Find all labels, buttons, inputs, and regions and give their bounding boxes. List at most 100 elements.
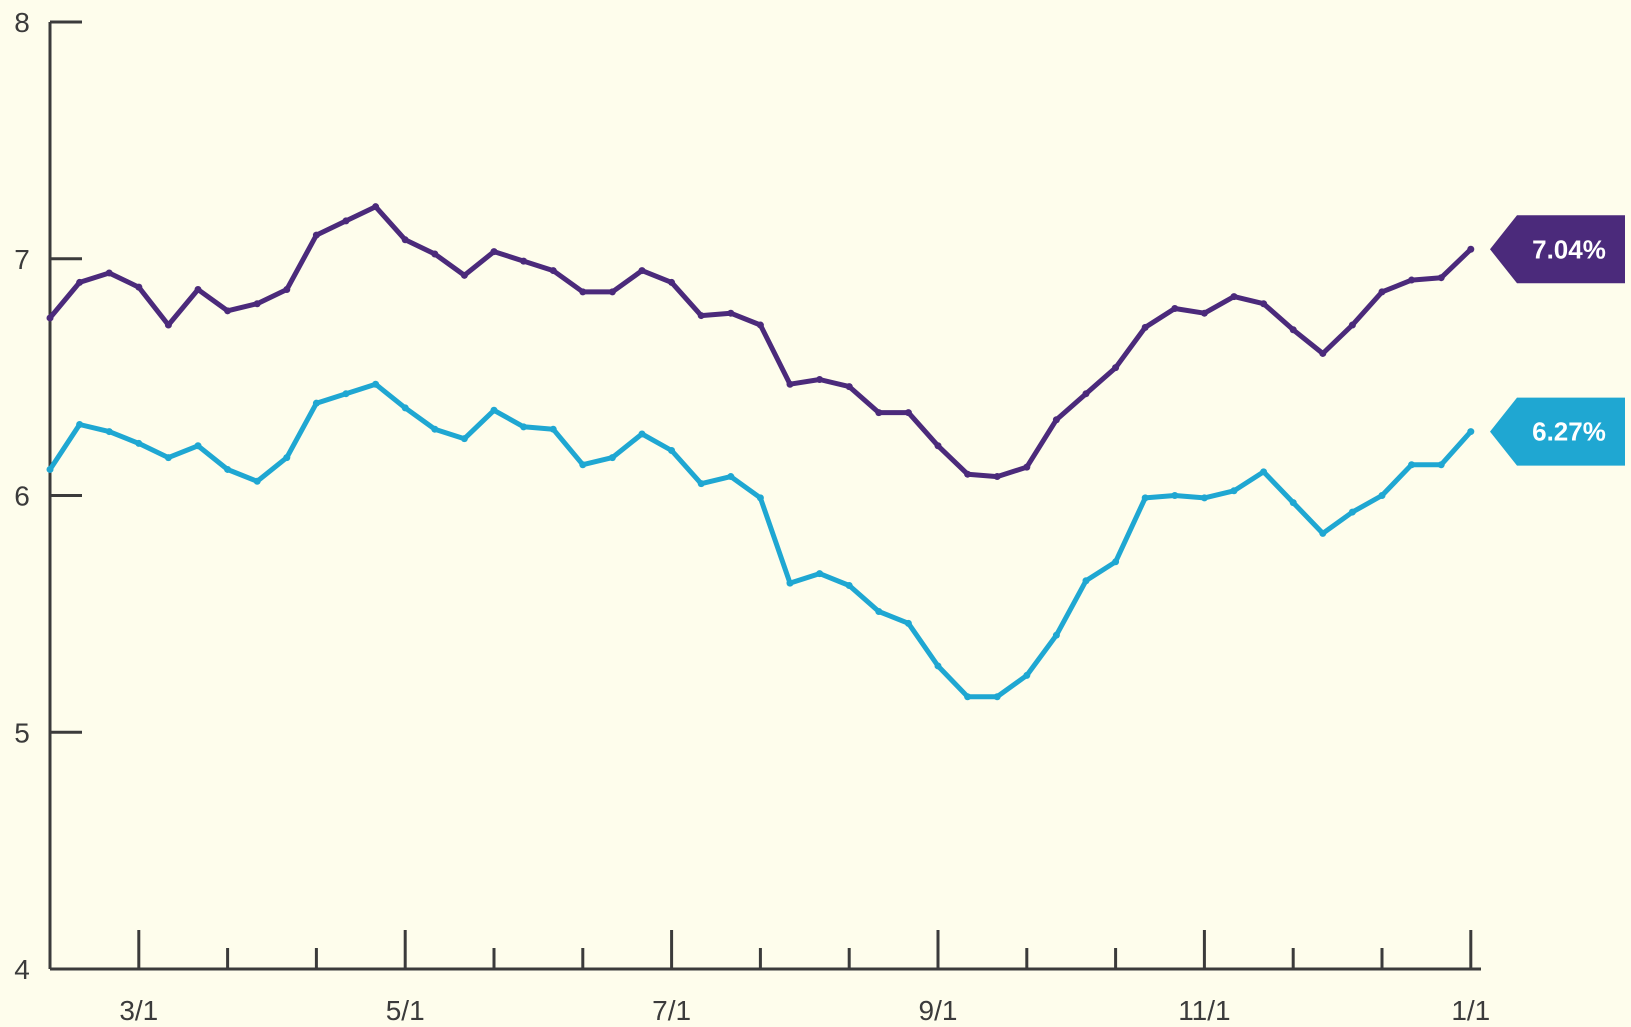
data-point (1467, 245, 1475, 253)
data-point (816, 570, 824, 578)
data-point (1052, 416, 1060, 424)
data-point (1408, 276, 1416, 284)
data-point (964, 470, 972, 478)
data-point (164, 321, 172, 329)
data-point (1112, 558, 1120, 566)
data-point (1200, 309, 1208, 317)
data-point (1023, 671, 1031, 679)
data-point (401, 404, 409, 412)
end-label-tag-1 (1490, 397, 1625, 466)
data-point (934, 662, 942, 670)
x-tick-label: 3/1 (119, 995, 158, 1026)
data-point (697, 312, 705, 320)
data-point (1141, 494, 1149, 502)
data-point (372, 380, 380, 388)
data-point (1260, 300, 1268, 308)
data-point (668, 447, 676, 455)
data-point (1082, 390, 1090, 398)
data-point (904, 409, 912, 417)
data-point (283, 454, 291, 462)
data-point (312, 399, 320, 407)
data-point (1200, 494, 1208, 502)
data-point (1289, 326, 1297, 334)
data-point (520, 423, 528, 431)
data-point (786, 579, 794, 587)
data-point (845, 581, 853, 589)
x-tick-label: 9/1 (919, 995, 958, 1026)
end-labels: 7.04% 6.27% (1490, 215, 1625, 466)
data-point (76, 420, 84, 428)
data-point (1052, 631, 1060, 639)
data-point (46, 314, 54, 322)
series-lines (46, 203, 1475, 701)
data-point (224, 307, 232, 315)
data-point (105, 269, 113, 277)
data-point (224, 465, 232, 473)
data-point (460, 435, 468, 443)
data-point (638, 430, 646, 438)
data-point (756, 494, 764, 502)
data-point (520, 257, 528, 265)
data-point (1437, 274, 1445, 282)
data-point (608, 454, 616, 462)
data-point (253, 300, 261, 308)
end-label-text-0: 7.04% (1532, 234, 1606, 264)
data-point (1378, 288, 1386, 296)
y-tick-label: 4 (14, 954, 30, 985)
data-point (1230, 487, 1238, 495)
data-point (579, 461, 587, 469)
data-point (283, 286, 291, 294)
data-point (697, 480, 705, 488)
data-point (638, 267, 646, 275)
data-point (756, 321, 764, 329)
data-point (135, 439, 143, 447)
y-tick-label: 5 (14, 717, 30, 748)
axes: 4 5 6 7 8 3/1 5/1 7/1 9/1 11/1 1/1 (14, 7, 1490, 1026)
series-line-0 (47, 204, 1474, 480)
data-point (1289, 499, 1297, 507)
data-point (1348, 321, 1356, 329)
data-point (1082, 577, 1090, 585)
data-point (993, 693, 1001, 701)
y-tick-label: 8 (14, 7, 30, 38)
x-tick-label: 11/1 (1178, 995, 1230, 1026)
data-point (549, 267, 557, 275)
data-point (490, 406, 498, 414)
data-point (549, 425, 557, 433)
data-point (76, 278, 84, 286)
data-point (1171, 304, 1179, 312)
data-point (253, 477, 261, 485)
data-point (1023, 463, 1031, 471)
data-point (1378, 492, 1386, 499)
data-point (135, 283, 143, 291)
data-point (845, 383, 853, 391)
data-point (194, 286, 202, 294)
data-point (401, 236, 409, 244)
x-tick-label: 5/1 (386, 995, 425, 1026)
data-point (105, 428, 113, 436)
data-point (1141, 323, 1149, 331)
data-point (1260, 468, 1268, 476)
data-point (1408, 461, 1416, 469)
data-point (579, 288, 587, 296)
data-point (875, 608, 883, 616)
data-point (342, 390, 350, 398)
data-point (342, 217, 350, 225)
data-point (904, 619, 912, 627)
data-point (1171, 492, 1179, 499)
x-tick-label: 1/1 (1451, 995, 1490, 1026)
data-point (727, 473, 735, 481)
data-point (460, 271, 468, 279)
data-point (964, 693, 972, 701)
data-point (1112, 364, 1120, 372)
data-point (1437, 461, 1445, 469)
data-point (934, 442, 942, 450)
x-tick-label: 7/1 (652, 995, 691, 1026)
y-tick-label: 7 (14, 244, 30, 275)
end-label-text-1: 6.27% (1532, 417, 1606, 447)
data-point (727, 309, 735, 317)
data-point (1230, 293, 1238, 301)
data-point (1467, 428, 1475, 436)
data-point (668, 278, 676, 286)
